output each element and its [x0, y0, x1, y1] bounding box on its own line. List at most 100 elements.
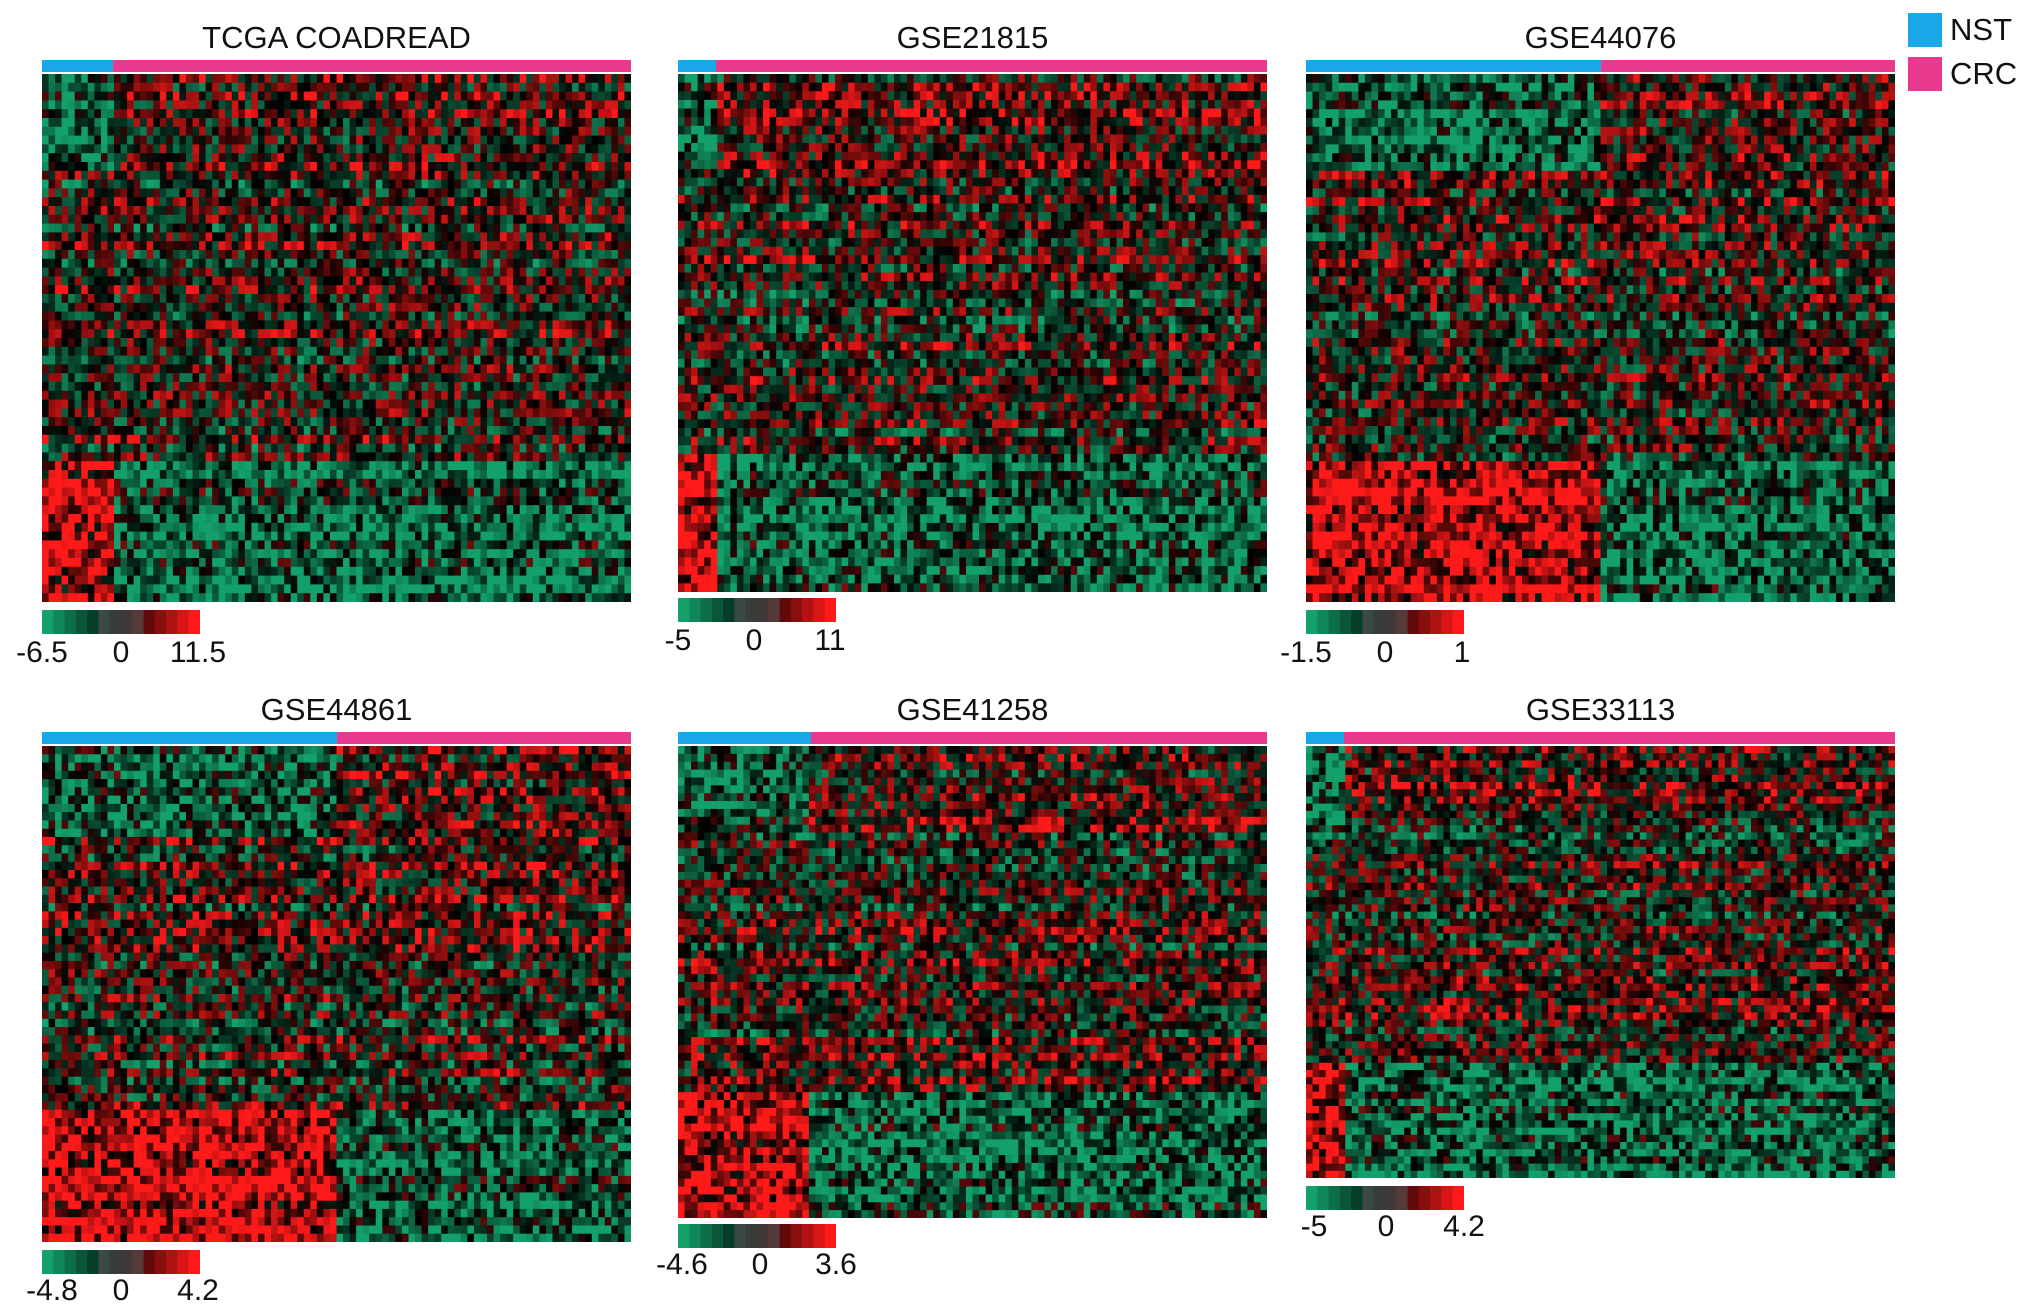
heatmap-cell: [133, 118, 141, 128]
heatmap-cell: [500, 505, 508, 515]
heatmap-cell: [604, 496, 612, 506]
heatmap-cell: [42, 329, 50, 339]
heatmap-cell: [513, 109, 521, 119]
heatmap-cell: [500, 214, 508, 225]
heatmap-cell: [532, 470, 540, 480]
heatmap-cell: [375, 162, 383, 172]
heatmap-cell: [179, 522, 187, 533]
heatmap-cell: [303, 434, 311, 445]
heatmap-cell: [447, 320, 455, 330]
heatmap-cell: [506, 223, 514, 233]
heatmap-cell: [225, 355, 233, 365]
heatmap-cell: [316, 346, 325, 357]
heatmap-cell: [480, 206, 488, 216]
heatmap-cell: [205, 100, 213, 110]
heatmap-cell: [48, 549, 56, 559]
heatmap-cell: [624, 434, 631, 445]
heatmap-cell: [611, 206, 619, 216]
heatmap-cell: [447, 364, 455, 374]
heatmap-cell: [329, 364, 338, 374]
heatmap-cell: [271, 461, 279, 471]
heatmap-cell: [290, 531, 298, 541]
heatmap-cell: [585, 135, 593, 145]
heatmap-cell: [434, 531, 442, 541]
heatmap-cell: [421, 399, 429, 409]
heatmap-cell: [395, 170, 403, 181]
heatmap-cell: [42, 135, 50, 145]
heatmap-cell: [172, 549, 181, 559]
heatmap-cell: [506, 461, 514, 471]
heatmap-cell: [532, 214, 540, 225]
heatmap-cell: [467, 258, 475, 269]
heatmap-cell: [565, 399, 573, 409]
heatmap-cell: [382, 153, 390, 163]
heatmap-cell: [369, 162, 377, 172]
heatmap-cell: [336, 267, 344, 277]
heatmap-cell: [434, 408, 442, 418]
heatmap-cell: [532, 514, 540, 524]
heatmap-cell: [473, 505, 482, 515]
heatmap-cell: [513, 338, 521, 348]
heatmap-cell: [140, 118, 148, 128]
heatmap-cell: [107, 408, 115, 418]
heatmap-cell: [467, 100, 475, 110]
heatmap-cell: [205, 531, 213, 541]
heatmap-cell: [513, 346, 521, 357]
heatmap-cell: [539, 162, 547, 172]
heatmap-cell: [127, 109, 135, 119]
heatmap-cell: [74, 91, 82, 101]
heatmap-cell: [55, 82, 63, 93]
heatmap-cell: [94, 74, 102, 84]
heatmap-cell: [480, 338, 488, 348]
heatmap-cell: [310, 223, 318, 233]
heatmap-cell: [604, 162, 612, 172]
heatmap-cell: [578, 522, 586, 533]
heatmap-cell: [539, 417, 547, 427]
heatmap-cell: [434, 478, 442, 489]
heatmap-cell: [87, 267, 95, 277]
heatmap-cell: [218, 153, 226, 163]
heatmap-cell: [81, 153, 89, 163]
heatmap-cell: [323, 522, 331, 533]
heatmap-cell: [113, 197, 122, 207]
heatmap-cell: [480, 478, 488, 489]
heatmap-cell: [271, 355, 279, 365]
heatmap-cell: [519, 311, 527, 321]
heatmap-cell: [591, 355, 599, 365]
heatmap-cell: [519, 285, 527, 295]
heatmap-cell: [251, 364, 259, 374]
heatmap-cell: [81, 276, 89, 286]
heatmap-cell: [310, 505, 318, 515]
heatmap-cell: [343, 320, 351, 330]
heatmap-cell: [257, 531, 266, 541]
heatmap-cell: [493, 74, 501, 84]
heatmap-cell: [55, 214, 63, 225]
heatmap-cell: [421, 302, 429, 313]
heatmap-cell: [74, 320, 82, 330]
heatmap-cell: [624, 276, 631, 286]
heatmap-cell: [467, 170, 475, 181]
heatmap-cell: [565, 417, 573, 427]
heatmap-cell: [500, 338, 508, 348]
heatmap-cell: [290, 408, 298, 418]
heatmap-cell: [257, 452, 266, 462]
heatmap-cell: [598, 197, 606, 207]
heatmap-cell: [127, 487, 135, 497]
legend-label-nst: NST: [1950, 13, 2012, 47]
heatmap-cell: [100, 558, 109, 568]
heatmap-cell: [310, 162, 318, 172]
heatmap-cell: [578, 179, 586, 189]
heatmap-cell: [343, 188, 351, 198]
heatmap-cell: [284, 153, 292, 163]
heatmap-cell: [598, 408, 606, 418]
heatmap-cell: [572, 144, 580, 154]
heatmap-cell: [212, 531, 220, 541]
heatmap-cell: [526, 135, 534, 145]
heatmap-cell: [447, 382, 455, 392]
heatmap-cell: [362, 487, 370, 497]
heatmap-cell: [519, 276, 527, 286]
heatmap-cell: [94, 382, 102, 392]
heatmap-cell: [401, 514, 410, 524]
heatmap-cell: [140, 408, 148, 418]
heatmap-cell: [244, 478, 253, 489]
